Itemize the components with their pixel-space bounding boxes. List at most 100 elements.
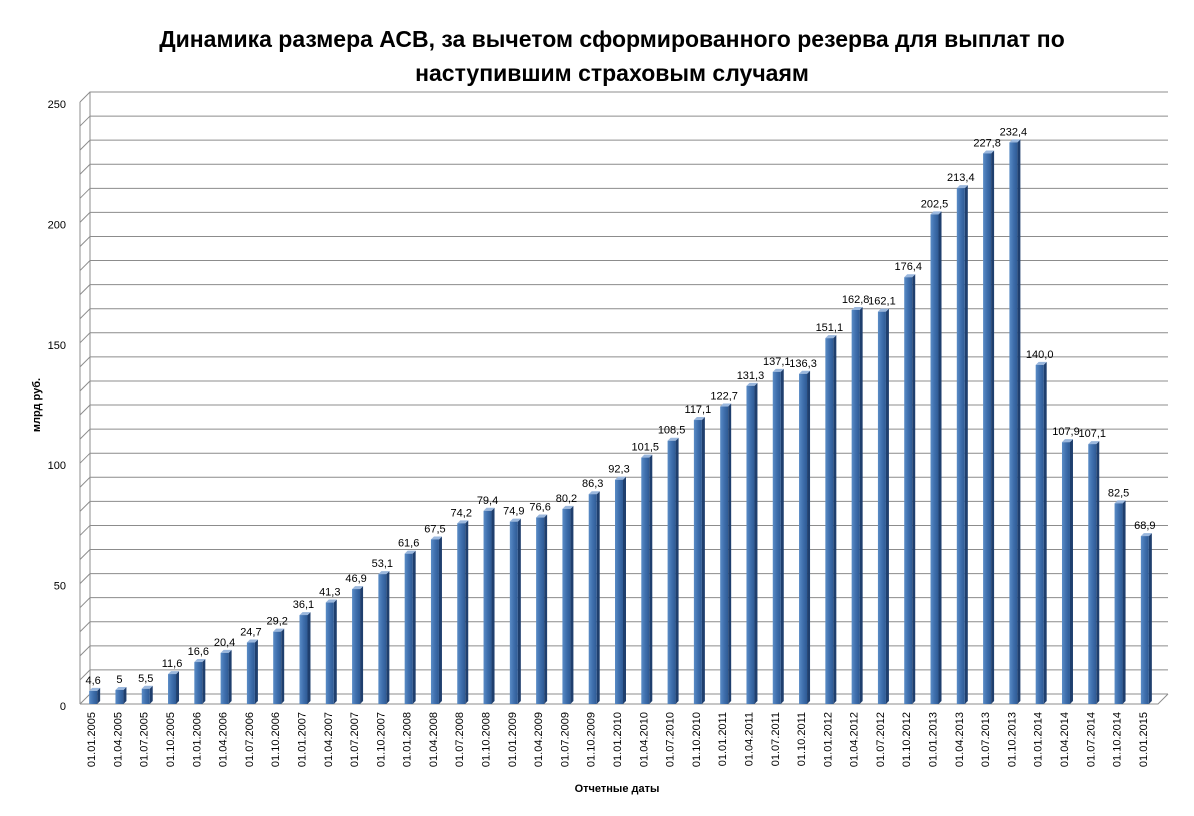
bar xyxy=(930,211,942,704)
bar xyxy=(1035,361,1047,704)
x-tick-label: 01.07.2005 xyxy=(139,712,151,767)
x-tick-label: 01.01.2009 xyxy=(507,712,519,767)
gridline xyxy=(79,452,1168,464)
data-label: 11,6 xyxy=(162,658,183,670)
data-label: 74,9 xyxy=(503,506,524,518)
data-label: 24,7 xyxy=(240,627,261,639)
data-label: 92,3 xyxy=(608,464,629,476)
data-label: 131,3 xyxy=(737,370,765,382)
bar xyxy=(89,687,101,704)
data-label: 29,2 xyxy=(266,616,287,628)
gridline xyxy=(79,115,1168,127)
x-tick-label: 01.04.2013 xyxy=(954,712,966,767)
bar xyxy=(404,550,416,704)
x-tick-label: 01.01.2012 xyxy=(822,712,834,767)
y-tick-label: 200 xyxy=(48,219,66,231)
data-labels: 4,6 5 5,5 11,6 16,6 20,4 24,7 29,2 36,1 41,3 46,9 5… xyxy=(85,126,1155,687)
gridline xyxy=(79,380,1168,392)
bar xyxy=(720,403,732,704)
bar xyxy=(430,536,442,704)
data-label: 82,5 xyxy=(1108,487,1129,499)
bar xyxy=(352,586,364,704)
gridline xyxy=(79,428,1168,440)
chart-title-line-1: Динамика размера АСВ, за вычетом сформир… xyxy=(159,26,1065,52)
bar xyxy=(299,612,311,704)
gridline xyxy=(79,404,1168,416)
x-tick-label: 01.04.2009 xyxy=(533,712,545,767)
bar xyxy=(772,368,784,704)
bar xyxy=(1061,439,1073,704)
bar xyxy=(483,507,495,704)
bar xyxy=(325,599,337,704)
x-tick-label: 01.07.2013 xyxy=(980,712,992,767)
x-tick-label: 01.07.2014 xyxy=(1085,712,1097,767)
x-tick-label: 01.07.2006 xyxy=(244,712,256,767)
data-label: 67,5 xyxy=(424,523,445,535)
gridline xyxy=(79,163,1168,175)
x-tick-label: 01.10.2014 xyxy=(1112,712,1124,767)
bar xyxy=(877,308,889,704)
data-label: 202,5 xyxy=(921,198,949,210)
bar xyxy=(956,185,968,704)
x-tick-label: 01.10.2012 xyxy=(901,712,913,767)
data-label: 136,3 xyxy=(789,358,817,370)
data-label: 68,9 xyxy=(1134,520,1155,532)
x-tick-label: 01.01.2006 xyxy=(191,712,203,767)
bar xyxy=(1114,500,1126,704)
x-tick-label: 01.07.2008 xyxy=(454,712,466,767)
x-tick-label: 01.07.2007 xyxy=(349,712,361,767)
data-label: 61,6 xyxy=(398,538,419,550)
data-label: 86,3 xyxy=(582,478,603,490)
x-tick-label: 01.01.2008 xyxy=(402,712,414,767)
data-label: 140,0 xyxy=(1026,349,1054,361)
x-tick-label: 01.04.2006 xyxy=(218,712,230,767)
x-axis-ticks: 01.01.2005 01.04.2005 01.07.2005 01.10.2005… xyxy=(86,712,1150,767)
y-tick-label: 250 xyxy=(48,99,66,111)
bar xyxy=(536,514,548,704)
y-tick-label: 100 xyxy=(48,460,66,472)
y-axis-title: млрд руб. xyxy=(31,378,43,432)
x-tick-label: 01.10.2011 xyxy=(796,712,808,766)
x-tick-label: 01.01.2011 xyxy=(717,712,729,766)
x-tick-label: 01.10.2006 xyxy=(270,712,282,767)
bar xyxy=(194,659,206,704)
x-tick-label: 01.07.2010 xyxy=(665,712,677,767)
bar xyxy=(615,476,626,704)
data-label: 162,1 xyxy=(868,296,896,308)
x-tick-label: 01.10.2013 xyxy=(1006,712,1018,767)
data-label: 101,5 xyxy=(632,442,660,454)
bar xyxy=(562,505,574,704)
data-label: 41,3 xyxy=(319,587,340,599)
data-label: 20,4 xyxy=(214,637,235,649)
bar xyxy=(851,306,863,704)
x-tick-label: 01.07.2011 xyxy=(770,712,782,766)
x-tick-label: 01.04.2010 xyxy=(638,712,650,767)
bar xyxy=(667,437,679,704)
y-tick-label: 50 xyxy=(54,581,66,593)
data-label: 176,4 xyxy=(894,261,922,273)
bar xyxy=(378,571,390,704)
gridline xyxy=(79,332,1168,344)
x-tick-label: 01.04.2014 xyxy=(1059,712,1071,767)
gridline xyxy=(79,308,1168,320)
x-tick-label: 01.10.2007 xyxy=(375,712,387,767)
bar xyxy=(273,628,285,704)
x-axis-title: Отчетные даты xyxy=(575,783,660,795)
bar xyxy=(141,685,153,704)
x-tick-label: 01.10.2008 xyxy=(481,712,493,767)
bars xyxy=(89,139,1152,705)
data-label: 122,7 xyxy=(710,391,738,403)
x-tick-label: 01.01.2014 xyxy=(1033,712,1045,767)
x-tick-label: 01.07.2012 xyxy=(875,712,887,767)
data-label: 151,1 xyxy=(816,322,844,334)
data-label: 46,9 xyxy=(345,573,366,585)
x-tick-label: 01.10.2010 xyxy=(691,712,703,767)
y-tick-label: 0 xyxy=(60,701,66,713)
bar xyxy=(1009,139,1021,704)
bar xyxy=(115,686,127,704)
data-label: 227,8 xyxy=(973,137,1001,149)
data-label: 5 xyxy=(116,674,122,686)
gridline xyxy=(79,284,1168,295)
data-label: 137,1 xyxy=(763,356,791,368)
bar xyxy=(904,274,916,704)
